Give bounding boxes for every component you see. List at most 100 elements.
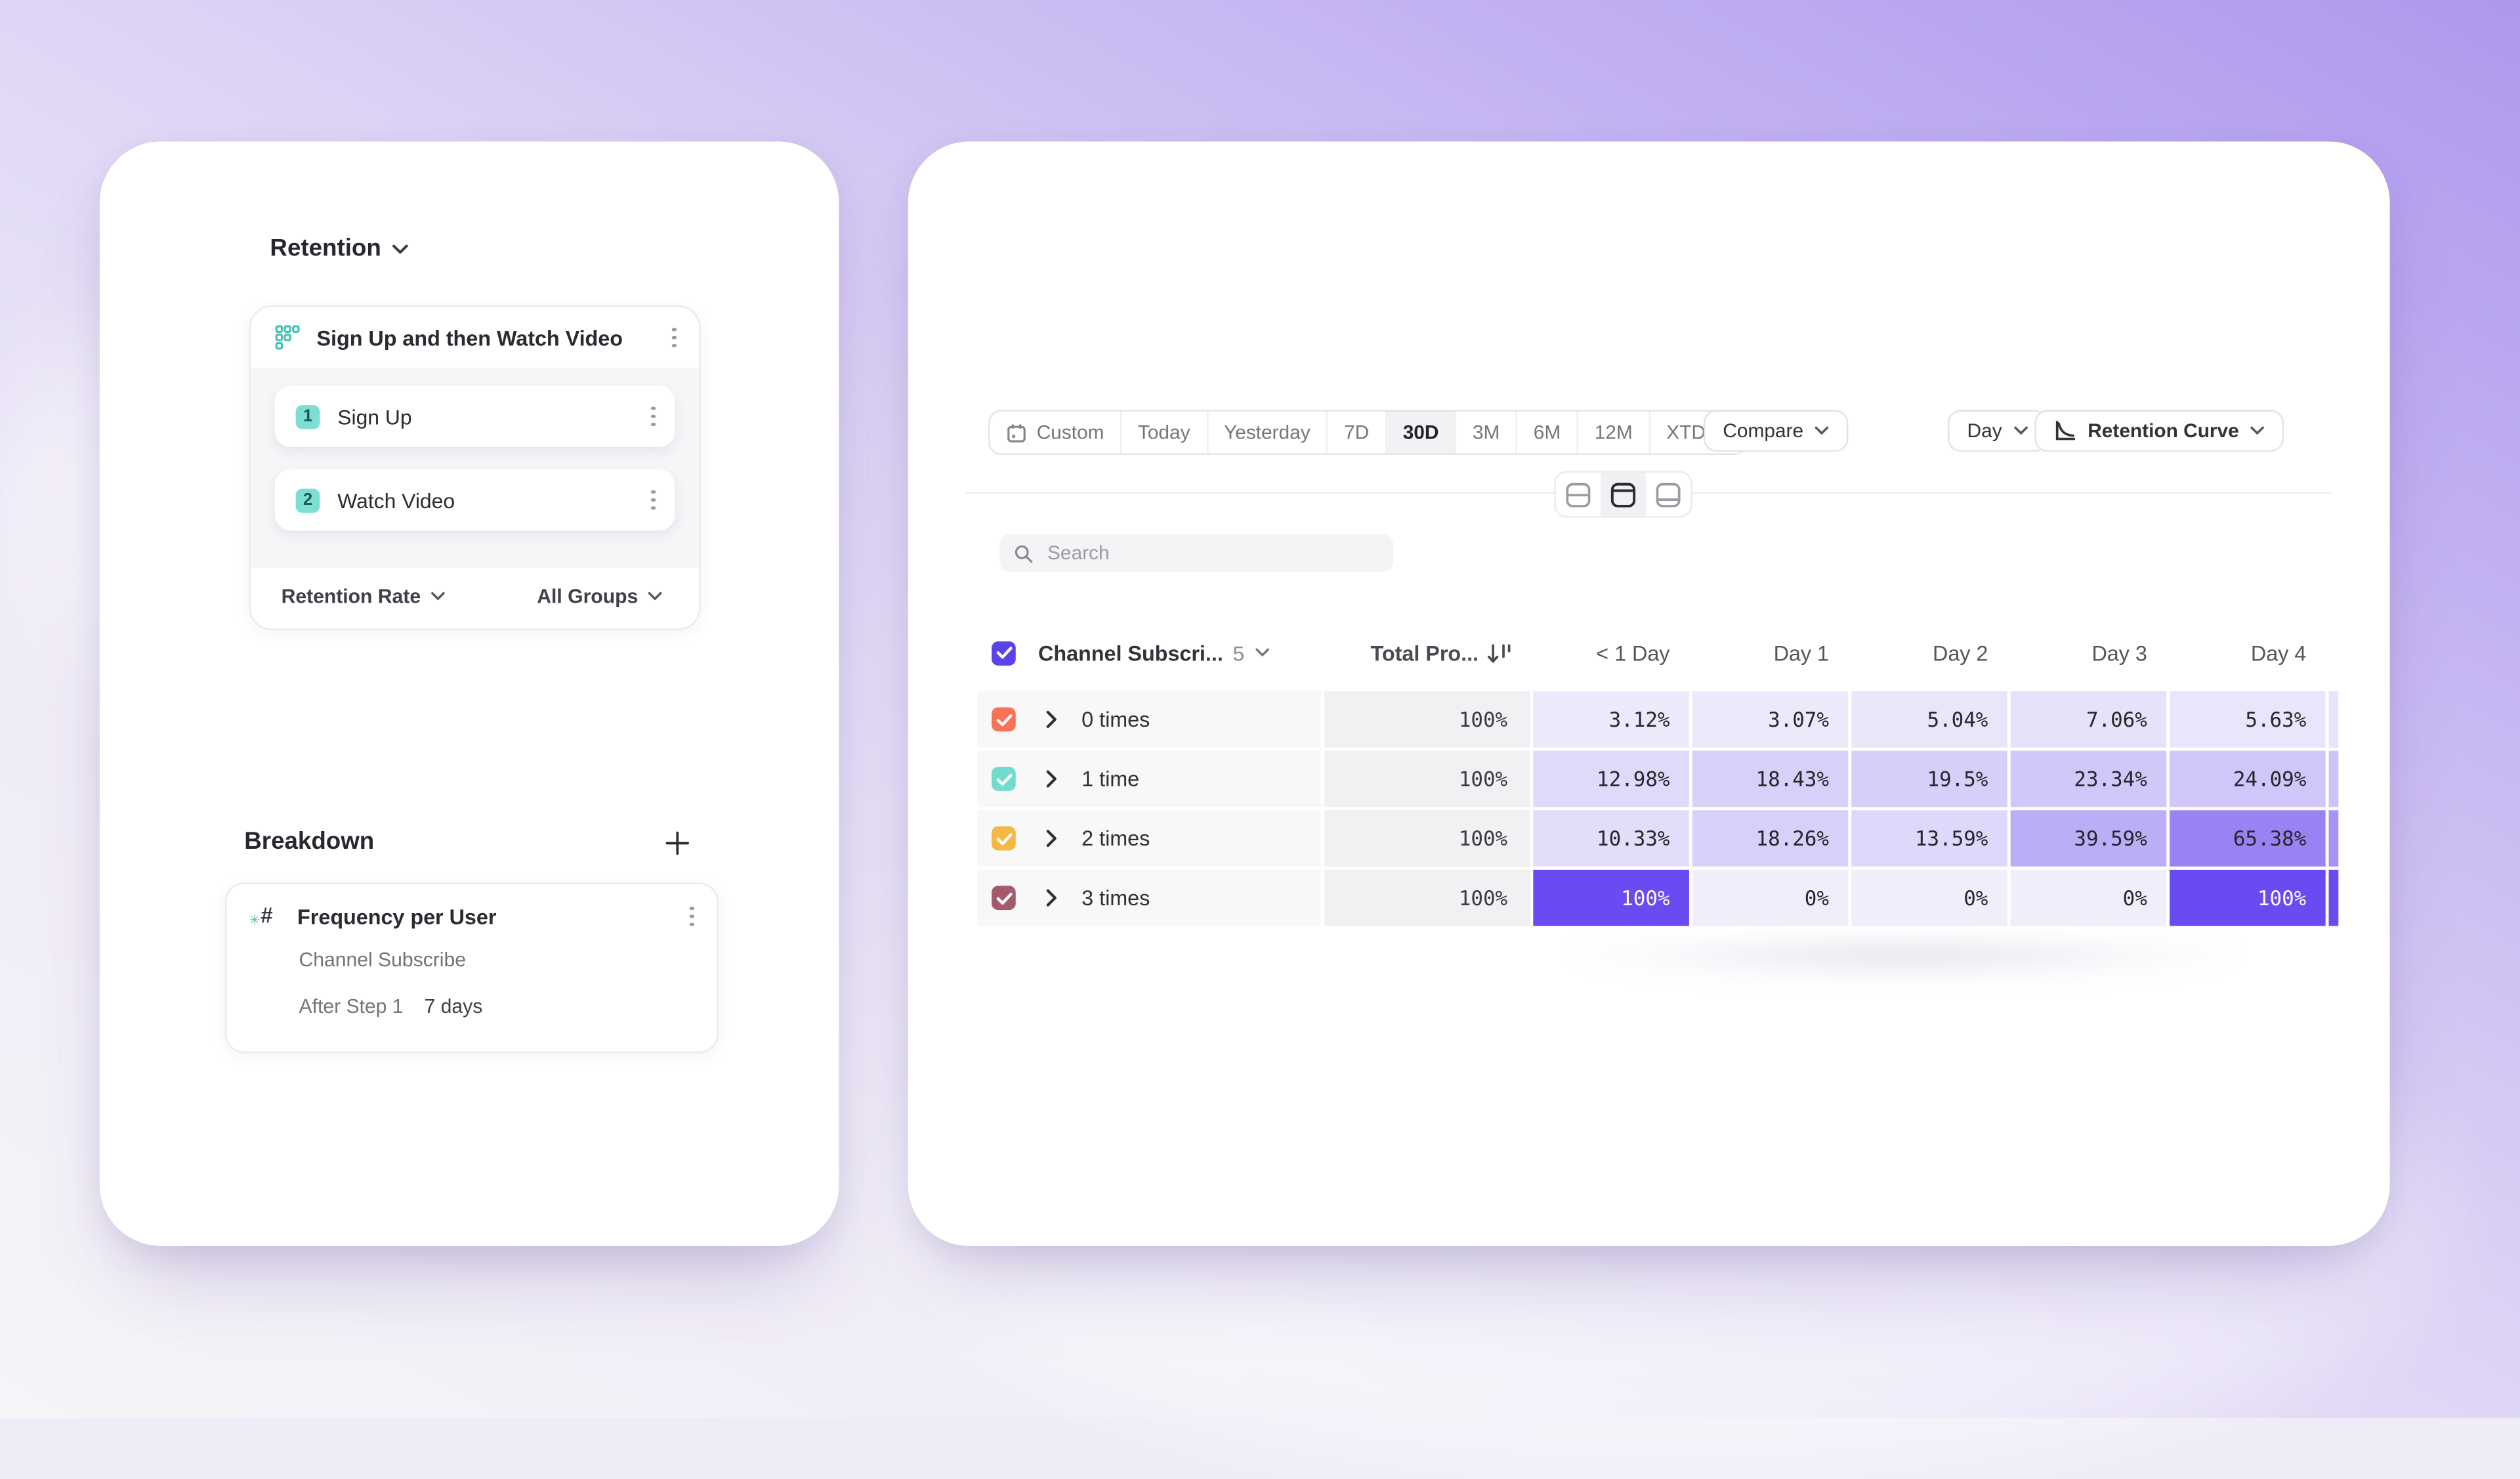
row-label: 3 times: [1082, 886, 1150, 911]
retention-cell[interactable]: 3.12%: [1533, 691, 1692, 748]
column-header[interactable]: Day 2: [1933, 640, 1988, 665]
column-header[interactable]: Day 1: [1773, 640, 1829, 665]
row-label: 0 times: [1082, 707, 1150, 732]
retention-cell[interactable]: 0%: [2010, 869, 2170, 926]
retention-cell[interactable]: 5.63%: [2170, 691, 2328, 748]
total-column-header[interactable]: Total Pro...: [1324, 641, 1533, 665]
breakdown-window[interactable]: 7 days: [424, 995, 483, 1018]
column-header[interactable]: < 1 Day: [1596, 640, 1670, 665]
row-checkbox[interactable]: [992, 767, 1016, 791]
date-range-6m[interactable]: 6M: [1515, 411, 1577, 454]
funnel-step-1[interactable]: 1 Sign Up: [274, 385, 675, 447]
retention-cell[interactable]: 0%: [1692, 869, 1851, 926]
column-header[interactable]: Day 3: [2091, 640, 2147, 665]
table-row-label-cell[interactable]: 1 time: [976, 750, 1324, 807]
retention-curve-icon: [2055, 421, 2076, 440]
breakdown-column-header[interactable]: Channel Subscri... 5: [977, 640, 1324, 665]
date-range-label: XTD: [1666, 421, 1706, 444]
expand-chevron-icon[interactable]: [1046, 710, 1057, 729]
clipped-next-column-cell: [2328, 750, 2339, 807]
breakdown-item-card[interactable]: # ✳ Frequency per User Channel Subscribe …: [224, 882, 719, 1054]
metric-dropdown[interactable]: Retention Rate: [281, 585, 445, 608]
date-range-12m[interactable]: 12M: [1576, 411, 1649, 454]
total-cell[interactable]: 100%: [1324, 810, 1533, 867]
chevron-down-icon: [1255, 649, 1270, 657]
chart-type-dropdown[interactable]: Retention Curve: [2034, 410, 2284, 452]
retention-cell[interactable]: 23.34%: [2010, 750, 2170, 807]
column-header[interactable]: Day 4: [2250, 640, 2307, 665]
row-checkbox[interactable]: [992, 886, 1016, 911]
select-all-checkbox[interactable]: [992, 640, 1016, 665]
layout-split-view-button[interactable]: [1556, 473, 1601, 516]
date-range-label: 7D: [1344, 421, 1370, 444]
page-background: Retention Sign Up and then Watch Video: [0, 0, 2520, 1419]
search-input[interactable]: [1044, 540, 1379, 567]
report-type-dropdown[interactable]: Retention: [270, 235, 408, 262]
layout-table-view-button[interactable]: [1601, 473, 1646, 517]
date-range-yesterday[interactable]: Yesterday: [1206, 411, 1326, 454]
numeric-property-icon: # ✳: [249, 903, 273, 928]
breakdown-menu-button[interactable]: [687, 903, 698, 930]
funnel-step-2[interactable]: 2 Watch Video: [274, 469, 675, 531]
funnel-title: Sign Up and then Watch Video: [316, 325, 623, 350]
retention-cell[interactable]: 100%: [1533, 869, 1692, 926]
search-box: [999, 534, 1394, 572]
layout-bottom-view-button[interactable]: [1646, 473, 1691, 516]
retention-cell[interactable]: 24.09%: [2170, 750, 2328, 807]
table-body: 0 times 100% 3.12% 3.07% 5.04% 7.06% 5.63% 1 …: [976, 691, 2348, 926]
retention-cell[interactable]: 12.98%: [1533, 750, 1692, 807]
date-range-custom[interactable]: Custom: [990, 412, 1120, 454]
breakdown-item-header: # ✳ Frequency per User: [226, 884, 717, 949]
retention-cell[interactable]: 7.06%: [2010, 691, 2170, 748]
date-range-xtd[interactable]: XTD: [1648, 411, 1746, 454]
table-row-label-cell[interactable]: 2 times: [976, 810, 1324, 867]
date-range-label: 3M: [1472, 421, 1500, 444]
chevron-down-icon: [430, 592, 445, 601]
step-number-badge: 2: [295, 488, 320, 513]
row-label: 1 time: [1082, 767, 1140, 791]
step-menu-button[interactable]: [648, 403, 659, 430]
date-range-label: Today: [1137, 421, 1190, 444]
total-cell[interactable]: 100%: [1324, 691, 1533, 748]
clipped-next-column-cell: [2328, 810, 2339, 867]
date-range-30d[interactable]: 30D: [1385, 411, 1455, 454]
groups-dropdown[interactable]: All Groups: [537, 585, 662, 608]
retention-cell[interactable]: 65.38%: [2170, 810, 2328, 867]
granularity-dropdown[interactable]: Day: [1948, 410, 2048, 452]
total-cell[interactable]: 100%: [1324, 869, 1533, 926]
date-range-7d[interactable]: 7D: [1326, 411, 1385, 454]
retention-cell[interactable]: 13.59%: [1851, 810, 2010, 867]
table-row-label-cell[interactable]: 3 times: [976, 869, 1324, 926]
funnel-footer: Retention Rate All Groups: [251, 565, 699, 629]
retention-table: Channel Subscri... 5 Total Pro...: [976, 632, 2348, 926]
retention-cell[interactable]: 10.33%: [1533, 810, 1692, 867]
retention-cell[interactable]: 5.04%: [1851, 691, 2010, 748]
retention-cell[interactable]: 18.43%: [1692, 750, 1851, 807]
compare-button[interactable]: Compare: [1703, 410, 1849, 452]
sort-icon: [1487, 643, 1511, 662]
expand-chevron-icon[interactable]: [1046, 830, 1057, 847]
layout-toggle-group: [1554, 471, 1692, 518]
date-range-3m[interactable]: 3M: [1454, 411, 1516, 454]
retention-cell[interactable]: 18.26%: [1692, 810, 1851, 867]
table-row-label-cell[interactable]: 0 times: [976, 691, 1324, 748]
add-breakdown-button[interactable]: [662, 828, 691, 857]
retention-cell[interactable]: 3.07%: [1692, 691, 1851, 748]
chevron-down-icon: [2250, 427, 2265, 435]
retention-cell[interactable]: 39.59%: [2010, 810, 2170, 867]
total-cell[interactable]: 100%: [1324, 750, 1533, 807]
date-range-today[interactable]: Today: [1120, 411, 1206, 454]
expand-chevron-icon[interactable]: [1046, 889, 1057, 907]
expand-chevron-icon[interactable]: [1046, 770, 1057, 788]
step-number-badge: 1: [295, 404, 320, 429]
row-checkbox[interactable]: [992, 707, 1016, 732]
funnel-definition-card: Sign Up and then Watch Video 1 Sign Up 2…: [249, 305, 701, 631]
step-menu-button[interactable]: [648, 486, 659, 513]
retention-cell[interactable]: 19.5%: [1851, 750, 2010, 807]
retention-cell[interactable]: 0%: [1851, 869, 2010, 926]
row-checkbox[interactable]: [992, 826, 1016, 851]
metric-label: Retention Rate: [281, 585, 421, 608]
breakdown-item-title: Frequency per User: [297, 904, 497, 929]
retention-cell[interactable]: 100%: [2170, 869, 2328, 926]
funnel-menu-button[interactable]: [669, 324, 680, 351]
